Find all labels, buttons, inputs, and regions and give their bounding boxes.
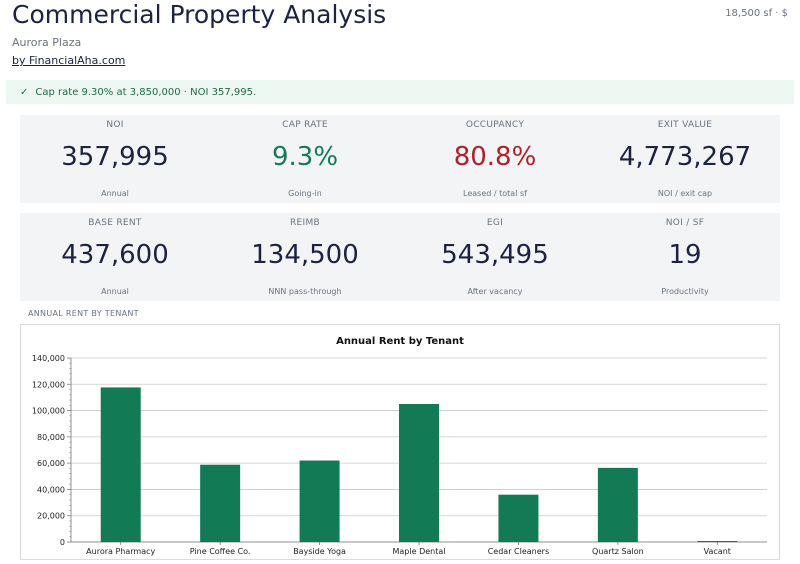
y-tick-label: 100,000 [32, 407, 65, 416]
chart-section-label: ANNUAL RENT BY TENANT [28, 309, 139, 318]
bar [299, 460, 340, 542]
kpi-caption: NOI / exit cap [657, 189, 713, 198]
bar [399, 404, 439, 542]
kpi-value: 357,995 [61, 142, 169, 172]
kpi-label: NOI / SF [665, 218, 705, 228]
status-text: Cap rate 9.30% at 3,850,000 · NOI 357,99… [35, 86, 257, 98]
x-tick-label: Bayside Yoga [293, 547, 346, 556]
kpi-caption: Leased / total sf [463, 189, 527, 198]
byline-link[interactable]: by FinancialAha.com [12, 54, 126, 67]
x-tick-label: Vacant [704, 547, 731, 556]
rent-chart-panel: Annual Rent by Tenant 0 20,000 40,000 60,000… [20, 324, 780, 560]
kpi-egi: EGI 543,495 After vacancy [400, 213, 590, 301]
kpi-cap-rate: CAP RATE 9.3% Going-in [210, 115, 400, 203]
units-label: 18,500 sf · $ [725, 8, 788, 19]
kpi-value: 4,773,267 [618, 142, 752, 172]
x-tick-label: Pine Coffee Co. [190, 547, 251, 556]
page-title: Commercial Property Analysis [12, 0, 387, 29]
kpi-value: 543,495 [441, 240, 549, 270]
kpi-label: CAP RATE [282, 120, 328, 130]
kpi-value: 19 [668, 240, 702, 270]
kpi-label: REIMB [289, 218, 321, 228]
kpi-value: 437,600 [61, 240, 169, 270]
kpi-caption: After vacancy [467, 287, 523, 296]
check-icon: ✓ [20, 86, 29, 98]
property-name: Aurora Plaza [12, 36, 82, 49]
y-tick-label: 0 [60, 538, 65, 547]
kpi-value: 134,500 [251, 240, 359, 270]
y-tick-label: 140,000 [32, 354, 65, 363]
bar [100, 387, 141, 542]
kpi-caption: Annual [101, 287, 129, 296]
x-tick-label: Aurora Pharmacy [86, 547, 155, 556]
kpi-value: 80.8% [453, 142, 537, 172]
kpi-row-primary: NOI 357,995 Annual CAP RATE 9.3% Going-i… [20, 115, 780, 203]
kpi-noi: NOI 357,995 Annual [20, 115, 210, 203]
kpi-value: 9.3% [271, 142, 339, 172]
kpi-occupancy: OCCUPANCY 80.8% Leased / total sf [400, 115, 590, 203]
y-tick-label: 80,000 [37, 433, 65, 442]
y-tick-label: 60,000 [37, 459, 65, 468]
kpi-noi-per-sf: NOI / SF 19 Productivity [590, 213, 780, 301]
kpi-label: EXIT VALUE [657, 120, 713, 130]
kpi-caption: NNN pass-through [268, 287, 342, 296]
bar [200, 464, 241, 542]
y-tick-label: 40,000 [37, 485, 65, 494]
bar [597, 467, 638, 542]
kpi-base-rent: BASE RENT 437,600 Annual [20, 213, 210, 301]
kpi-label: OCCUPANCY [465, 120, 525, 130]
y-tick-label: 120,000 [32, 380, 65, 389]
kpi-exit-value: EXIT VALUE 4,773,267 NOI / exit cap [590, 115, 780, 203]
kpi-label: EGI [486, 218, 504, 228]
chart-title: Annual Rent by Tenant [336, 336, 464, 347]
kpi-caption: Going-in [288, 189, 322, 198]
kpi-caption: Annual [101, 189, 129, 198]
kpi-label: NOI [106, 120, 124, 130]
x-tick-label: Cedar Cleaners [488, 547, 549, 556]
x-tick-label: Maple Dental [393, 547, 446, 556]
status-banner: ✓ Cap rate 9.30% at 3,850,000 · NOI 357,… [6, 80, 794, 104]
kpi-caption: Productivity [661, 287, 709, 296]
kpi-label: BASE RENT [88, 218, 142, 228]
y-tick-label: 20,000 [37, 512, 65, 521]
kpi-reimb: REIMB 134,500 NNN pass-through [210, 213, 400, 301]
bar [498, 494, 539, 542]
rent-bar-chart: Annual Rent by Tenant 0 20,000 40,000 60,000… [32, 336, 767, 556]
x-tick-label: Quartz Salon [592, 547, 644, 556]
kpi-row-secondary: BASE RENT 437,600 Annual REIMB 134,500 N… [20, 213, 780, 301]
